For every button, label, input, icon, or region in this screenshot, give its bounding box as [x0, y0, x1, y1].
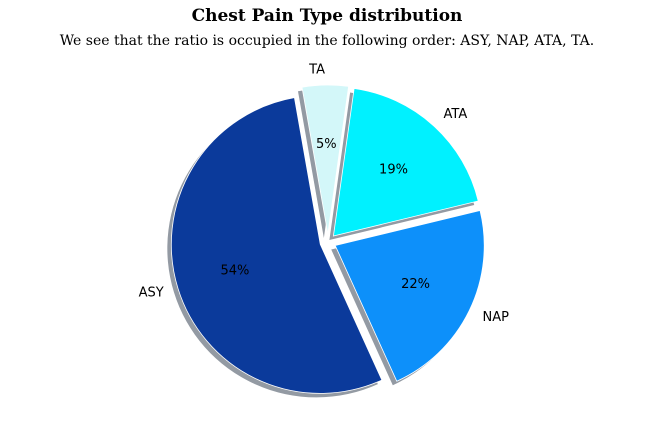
slice-label-ATA: ATA: [444, 107, 468, 122]
pie-slice-NAP: [334, 210, 485, 382]
slice-label-NAP: NAP: [483, 310, 510, 325]
slice-percent-ATA: 19%: [379, 162, 408, 177]
slice-percent-NAP: 22%: [401, 277, 430, 292]
slice-label-TA: TA: [308, 63, 325, 78]
pie-wedges: [170, 84, 485, 394]
slice-percent-TA: 5%: [316, 137, 337, 152]
pie-slice-ATA: [332, 88, 479, 237]
pie-labels: ASY 54% NAP 22% ATA 19% TA 5%: [139, 63, 510, 325]
slice-label-ASY: ASY: [139, 285, 164, 300]
chart-title: Chest Pain Type distribution: [191, 6, 463, 26]
pie-slice-ASY: [170, 97, 383, 394]
slice-percent-ASY: 54%: [220, 263, 249, 278]
pie-slice-TA: [301, 84, 350, 235]
chart-subtitle: We see that the ratio is occupied in the…: [59, 33, 595, 49]
